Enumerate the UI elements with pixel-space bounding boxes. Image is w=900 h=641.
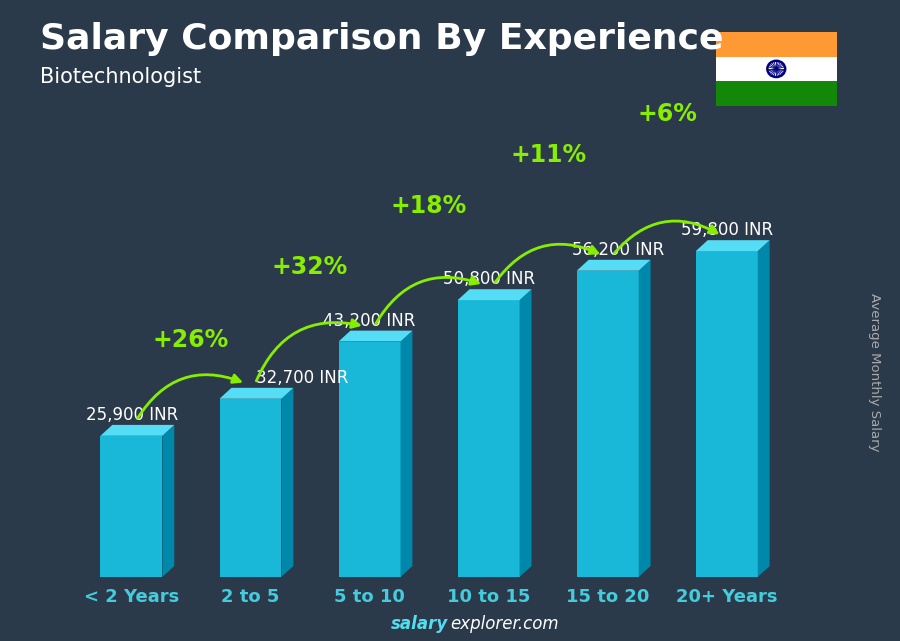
Polygon shape bbox=[519, 289, 532, 577]
Text: +26%: +26% bbox=[153, 328, 230, 353]
Polygon shape bbox=[338, 331, 412, 342]
Text: salary: salary bbox=[391, 615, 448, 633]
Polygon shape bbox=[758, 240, 770, 577]
Text: 32,700 INR: 32,700 INR bbox=[256, 369, 349, 387]
Polygon shape bbox=[696, 240, 770, 251]
Polygon shape bbox=[577, 260, 651, 271]
Text: 50,800 INR: 50,800 INR bbox=[443, 270, 535, 288]
Polygon shape bbox=[220, 388, 293, 399]
Text: +6%: +6% bbox=[637, 102, 698, 126]
Bar bbox=[696, 251, 758, 577]
Bar bbox=[577, 271, 639, 577]
Bar bbox=[716, 81, 837, 106]
Text: +18%: +18% bbox=[391, 194, 467, 219]
Polygon shape bbox=[282, 388, 293, 577]
Bar bbox=[101, 436, 162, 577]
Polygon shape bbox=[162, 425, 175, 577]
Text: 59,800 INR: 59,800 INR bbox=[680, 221, 773, 239]
Text: Average Monthly Salary: Average Monthly Salary bbox=[868, 292, 881, 451]
Polygon shape bbox=[101, 425, 175, 436]
Text: +32%: +32% bbox=[272, 255, 348, 279]
Polygon shape bbox=[400, 331, 412, 577]
Text: explorer.com: explorer.com bbox=[450, 615, 559, 633]
Bar bbox=[338, 342, 400, 577]
Text: Salary Comparison By Experience: Salary Comparison By Experience bbox=[40, 22, 724, 56]
Polygon shape bbox=[458, 289, 532, 300]
Text: 25,900 INR: 25,900 INR bbox=[86, 406, 178, 424]
Text: 43,200 INR: 43,200 INR bbox=[323, 312, 416, 329]
Text: 56,200 INR: 56,200 INR bbox=[572, 241, 664, 259]
Polygon shape bbox=[639, 260, 651, 577]
Bar bbox=[716, 56, 837, 81]
Bar bbox=[458, 300, 519, 577]
Text: Biotechnologist: Biotechnologist bbox=[40, 67, 202, 87]
Bar bbox=[716, 32, 837, 56]
Text: +11%: +11% bbox=[510, 143, 586, 167]
Bar bbox=[220, 399, 282, 577]
